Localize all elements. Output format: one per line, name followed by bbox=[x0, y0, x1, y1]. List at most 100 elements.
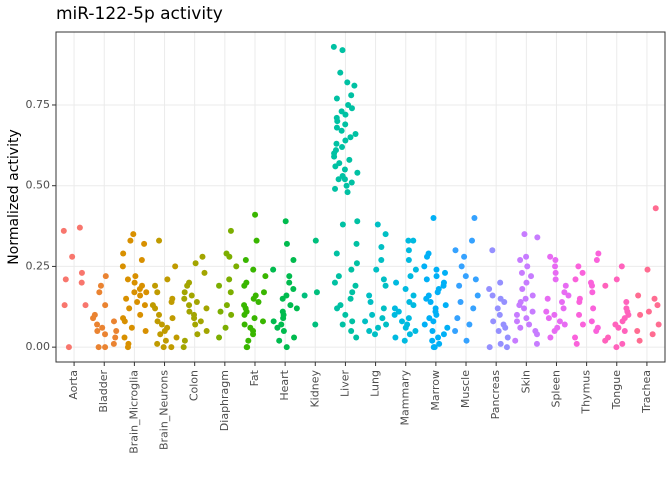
point bbox=[241, 321, 248, 328]
point bbox=[644, 266, 651, 273]
point bbox=[489, 292, 496, 299]
panel-background bbox=[56, 32, 665, 362]
point bbox=[137, 311, 144, 318]
point bbox=[588, 282, 595, 289]
point bbox=[619, 340, 626, 347]
point bbox=[452, 247, 459, 254]
point bbox=[164, 276, 171, 283]
point bbox=[623, 298, 630, 305]
point bbox=[339, 47, 346, 54]
point bbox=[534, 234, 541, 241]
point bbox=[456, 282, 463, 289]
point bbox=[154, 289, 161, 296]
point bbox=[521, 231, 528, 238]
point bbox=[337, 69, 344, 76]
point bbox=[121, 334, 128, 341]
point bbox=[496, 311, 503, 318]
point bbox=[191, 315, 198, 322]
x-tick-label: Thymus bbox=[580, 370, 593, 415]
point bbox=[572, 276, 579, 283]
point bbox=[342, 121, 349, 128]
point bbox=[121, 318, 128, 325]
point bbox=[124, 276, 131, 283]
x-tick-label: Heart bbox=[278, 369, 291, 400]
point bbox=[94, 321, 101, 328]
point bbox=[349, 318, 356, 325]
point bbox=[347, 295, 354, 302]
point bbox=[378, 244, 385, 251]
point bbox=[457, 298, 464, 305]
point bbox=[401, 337, 408, 344]
point bbox=[579, 321, 586, 328]
point bbox=[427, 298, 434, 305]
point bbox=[188, 292, 195, 299]
x-tick-label: Kidney bbox=[308, 370, 321, 408]
point bbox=[156, 237, 163, 244]
point bbox=[102, 273, 109, 280]
point bbox=[78, 269, 85, 276]
point bbox=[338, 127, 345, 134]
point bbox=[645, 308, 652, 315]
point bbox=[353, 260, 360, 267]
point bbox=[353, 334, 360, 341]
point bbox=[589, 289, 596, 296]
point bbox=[253, 237, 260, 244]
point bbox=[497, 279, 504, 286]
point bbox=[462, 273, 469, 280]
point bbox=[250, 266, 257, 273]
point bbox=[154, 318, 161, 325]
point bbox=[429, 337, 436, 344]
point bbox=[61, 302, 68, 309]
point bbox=[69, 253, 76, 260]
point bbox=[410, 302, 417, 309]
point bbox=[383, 321, 390, 328]
point bbox=[192, 260, 199, 267]
x-tick-label: Brain_Microglia bbox=[127, 370, 140, 454]
point bbox=[143, 289, 150, 296]
point bbox=[423, 276, 430, 283]
point bbox=[169, 315, 176, 322]
point bbox=[573, 340, 580, 347]
x-tick-label: Colon bbox=[188, 370, 201, 401]
point bbox=[95, 344, 102, 351]
point bbox=[504, 334, 511, 341]
point bbox=[489, 247, 496, 254]
point bbox=[158, 321, 165, 328]
point bbox=[217, 308, 224, 315]
point bbox=[593, 256, 600, 263]
point bbox=[82, 302, 89, 309]
point bbox=[333, 140, 340, 147]
y-tick-label: 0.25 bbox=[26, 259, 51, 272]
point bbox=[332, 185, 339, 192]
point bbox=[412, 266, 419, 273]
point bbox=[339, 321, 346, 328]
point bbox=[126, 305, 133, 312]
point bbox=[395, 308, 402, 315]
y-tick-label: 0.50 bbox=[26, 179, 51, 192]
point bbox=[382, 231, 389, 238]
point bbox=[405, 256, 412, 263]
point bbox=[262, 273, 269, 280]
point bbox=[313, 289, 320, 296]
point bbox=[112, 334, 119, 341]
point bbox=[602, 337, 609, 344]
point bbox=[354, 169, 361, 176]
point bbox=[470, 305, 477, 312]
point bbox=[227, 227, 234, 234]
point bbox=[501, 298, 508, 305]
point bbox=[572, 334, 579, 341]
point bbox=[339, 143, 346, 150]
point bbox=[203, 328, 210, 335]
point bbox=[406, 331, 413, 338]
point bbox=[113, 328, 120, 335]
point bbox=[423, 295, 430, 302]
x-tick-label: Liver bbox=[338, 370, 351, 397]
point bbox=[347, 134, 354, 141]
x-tick-label: Aorta bbox=[67, 370, 80, 400]
point bbox=[523, 315, 530, 322]
point bbox=[65, 344, 72, 351]
point bbox=[490, 318, 497, 325]
point bbox=[349, 289, 356, 296]
point bbox=[552, 256, 559, 263]
